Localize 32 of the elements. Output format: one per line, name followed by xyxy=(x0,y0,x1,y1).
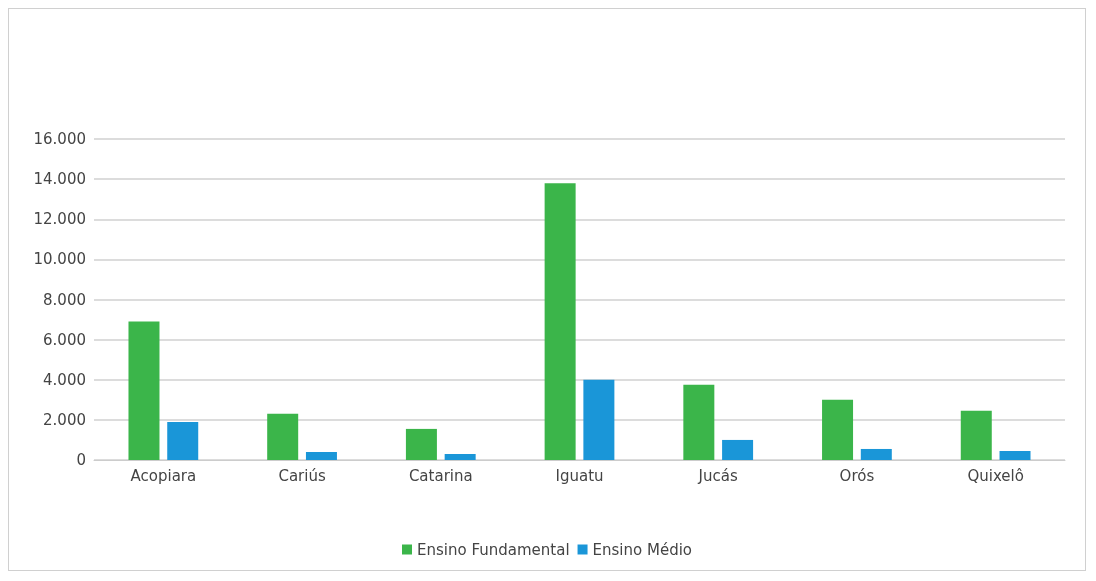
bar xyxy=(722,439,754,460)
bar xyxy=(167,421,199,460)
y-tick-label: 16.000 xyxy=(33,130,86,148)
y-tick-label: 14.000 xyxy=(33,170,86,189)
y-tick-label: 12.000 xyxy=(33,210,86,229)
y-tick-label: 0 xyxy=(76,451,86,469)
y-tick-label: 10.000 xyxy=(33,250,86,269)
y-tick-label: 4.000 xyxy=(43,370,86,389)
bar xyxy=(583,379,615,460)
legend-label: Ensino Fundamental xyxy=(417,540,570,559)
y-tick-label: 6.000 xyxy=(43,330,86,349)
bar xyxy=(683,384,715,460)
bar xyxy=(544,183,576,460)
y-tick-label: 2.000 xyxy=(43,410,86,429)
x-tick-label: Acopiara xyxy=(130,466,197,485)
bar xyxy=(128,321,160,460)
bar xyxy=(305,451,337,460)
y-tick-label: 8.000 xyxy=(43,290,86,309)
x-tick-label: Jucás xyxy=(697,466,738,485)
x-tick-label: Cariús xyxy=(278,466,326,485)
bar xyxy=(444,453,476,460)
bar xyxy=(822,399,854,460)
bar xyxy=(267,413,299,460)
bar xyxy=(960,410,992,460)
bar xyxy=(860,448,892,460)
legend-label: Ensino Médio xyxy=(592,540,693,559)
x-tick-label: Orós xyxy=(839,466,875,485)
bar xyxy=(999,450,1031,460)
bar xyxy=(405,428,437,460)
x-tick-label: Iguatu xyxy=(555,466,604,485)
x-tick-label: Catarina xyxy=(408,466,473,485)
x-tick-label: Quixelô xyxy=(967,466,1024,485)
